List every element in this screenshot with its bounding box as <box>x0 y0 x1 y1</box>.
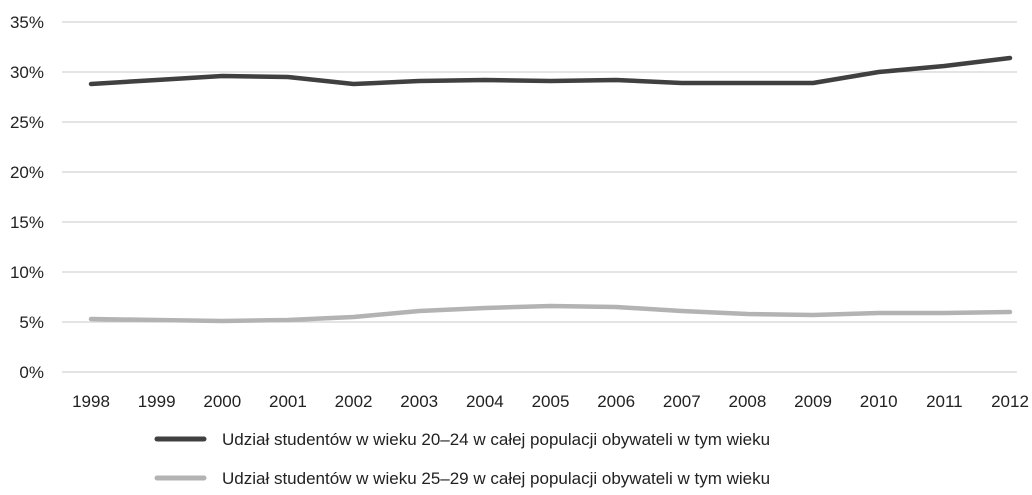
y-tick-label: 5% <box>19 313 44 332</box>
x-tick-label: 2006 <box>597 392 635 411</box>
legend-label-series-1: Udział studentów w wieku 20–24 w całej p… <box>222 430 770 449</box>
legend-label-series-2: Udział studentów w wieku 25–29 w całej p… <box>222 469 770 488</box>
x-tick-label: 2007 <box>663 392 701 411</box>
y-tick-label: 30% <box>10 63 44 82</box>
x-tick-label: 2003 <box>400 392 438 411</box>
x-tick-label: 2005 <box>532 392 570 411</box>
series-line-2 <box>88 303 1013 324</box>
y-axis-ticks: 0% 5% 10% 15% 20% 25% 30% 35% <box>10 13 44 382</box>
x-tick-label: 2004 <box>466 392 504 411</box>
y-tick-label: 10% <box>10 263 44 282</box>
y-tick-label: 25% <box>10 113 44 132</box>
series-line-1 <box>88 55 1013 87</box>
x-tick-label: 2011 <box>926 392 963 411</box>
y-tick-label: 0% <box>19 363 44 382</box>
x-tick-label: 1998 <box>72 392 110 411</box>
x-tick-label: 2008 <box>729 392 767 411</box>
y-tick-label: 35% <box>10 13 44 32</box>
x-tick-label: 2001 <box>269 392 307 411</box>
x-tick-label: 2010 <box>860 392 898 411</box>
x-tick-label: 2009 <box>794 392 832 411</box>
x-tick-label: 2000 <box>203 392 241 411</box>
x-axis-ticks: 1998 1999 2000 2001 2002 2003 2004 2005 2006 2007… <box>72 392 1029 411</box>
x-tick-label: 1999 <box>138 392 176 411</box>
x-tick-label: 2012 <box>991 392 1029 411</box>
series-lines <box>88 55 1013 324</box>
y-tick-label: 20% <box>10 163 44 182</box>
legend: Udział studentów w wieku 20–24 w całej p… <box>154 430 770 488</box>
x-tick-label: 2002 <box>335 392 373 411</box>
y-tick-label: 15% <box>10 213 44 232</box>
